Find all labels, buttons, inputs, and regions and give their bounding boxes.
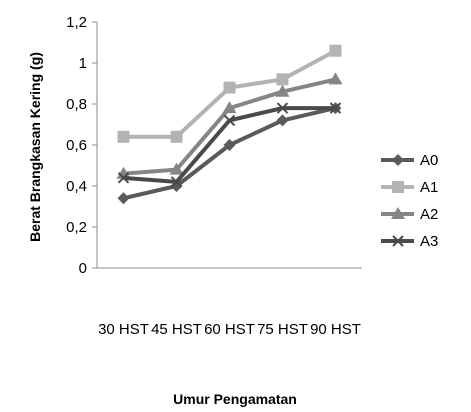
- data-point: [392, 235, 404, 247]
- data-point: [391, 207, 405, 219]
- x-tick-label: 45 HST: [151, 321, 202, 338]
- y-tick-label: 1,2: [66, 14, 87, 31]
- legend-label: A1: [420, 179, 438, 196]
- plot-series: [116, 44, 343, 205]
- data-point: [276, 114, 289, 127]
- series-a1: [117, 44, 342, 143]
- series-line: [123, 48, 337, 139]
- series-a0: [117, 102, 342, 205]
- data-point: [223, 81, 236, 94]
- legend-item-a3: A3: [381, 233, 438, 250]
- legend-item-a1: A1: [381, 179, 438, 196]
- data-point: [329, 44, 342, 57]
- x-axis-title: Umur Pengamatan: [173, 391, 297, 407]
- data-point: [392, 154, 404, 166]
- data-point: [170, 130, 183, 143]
- legend-item-a0: A0: [381, 152, 438, 169]
- data-point: [329, 102, 342, 114]
- y-axis-ticks: 0 0,2 0,4 0,6 0,8 1 1,2: [66, 14, 97, 277]
- data-point: [117, 172, 130, 184]
- y-tick-label: 0,6: [66, 137, 87, 154]
- data-point: [276, 102, 289, 114]
- data-point: [117, 130, 130, 143]
- data-point: [276, 73, 289, 86]
- legend-label: A0: [420, 152, 438, 169]
- y-tick-label: 0,8: [66, 96, 87, 113]
- data-point: [170, 176, 183, 188]
- legend-item-a2: A2: [381, 206, 438, 223]
- y-axis-title: Berat Brangkasan Kering (g): [27, 52, 43, 242]
- data-point: [117, 192, 130, 205]
- y-tick-label: 0: [79, 260, 87, 277]
- x-tick-label: 30 HST: [98, 321, 149, 338]
- y-tick-label: 0,2: [66, 219, 87, 236]
- x-axis-ticks: 30 HST 45 HST 60 HST 75 HST 90 HST: [98, 321, 361, 338]
- y-tick-label: 0,4: [66, 178, 87, 195]
- data-point: [169, 162, 184, 175]
- data-point: [223, 139, 236, 151]
- x-tick-label: 75 HST: [257, 321, 308, 338]
- data-point: [392, 181, 404, 193]
- x-tick-label: 60 HST: [204, 321, 255, 338]
- data-point: [328, 72, 343, 85]
- x-tick-label: 90 HST: [310, 321, 361, 338]
- series-a3: [117, 102, 342, 188]
- legend: A0 A1 A2 A3: [381, 152, 438, 250]
- data-point: [275, 84, 290, 97]
- data-point: [222, 101, 237, 114]
- legend-label: A3: [420, 233, 438, 250]
- y-tick-label: 1: [79, 55, 87, 72]
- legend-label: A2: [420, 206, 438, 223]
- data-point: [223, 114, 236, 127]
